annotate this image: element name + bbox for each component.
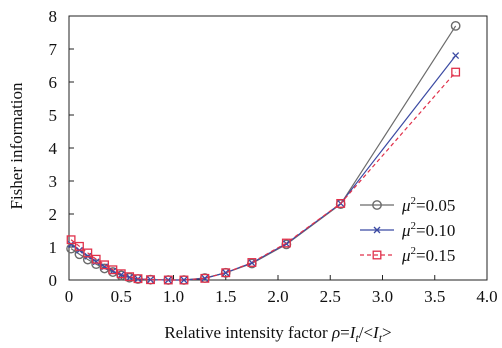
legend-item: μ2=0.05 <box>360 195 455 215</box>
y-tick-label: 2 <box>49 205 58 224</box>
data-point-stroke <box>147 276 154 284</box>
legend-label: μ2=0.10 <box>401 220 455 240</box>
data-point <box>451 67 461 77</box>
data-point <box>147 276 154 284</box>
data-point <box>75 241 84 251</box>
data-point <box>100 260 109 270</box>
data-point <box>201 274 209 282</box>
data-point <box>116 269 126 279</box>
data-point <box>146 275 155 285</box>
series-layer <box>66 21 461 285</box>
legend-item: μ2=0.10 <box>360 220 455 240</box>
data-point <box>66 235 76 245</box>
x-axis-label: Relative intensity factor ρ=It/<It> <box>164 323 391 345</box>
legend-label-value: =0.10 <box>416 221 455 240</box>
legend-label-mu: μ <box>401 196 411 215</box>
data-point <box>200 273 210 283</box>
series-1 <box>67 52 460 284</box>
legend-label-value: =0.05 <box>416 196 455 215</box>
legend-marker <box>372 200 382 210</box>
x-axis-label-eq: = <box>340 323 350 342</box>
x-axis-label-i1: I <box>349 323 357 342</box>
legend-label-sup: 2 <box>411 195 417 207</box>
x-tick-label: 0.5 <box>111 287 132 306</box>
legend-label: μ2=0.15 <box>401 245 455 265</box>
data-point-stroke <box>67 240 75 248</box>
data-point <box>91 254 101 264</box>
axes <box>68 15 488 281</box>
legend-marker-stroke <box>373 226 381 234</box>
legend-label-sup: 2 <box>411 220 417 232</box>
legend-label-sup: 2 <box>411 245 417 257</box>
data-point <box>163 275 173 285</box>
y-tick-label: 1 <box>49 238 58 257</box>
legend-item: μ2=0.15 <box>360 245 455 265</box>
y-tick-label: 3 <box>49 172 58 191</box>
data-point <box>336 198 346 208</box>
data-point <box>281 238 291 248</box>
legend-label-value: =0.15 <box>416 246 455 265</box>
legend-label-mu: μ <box>401 221 411 240</box>
data-point-stroke <box>201 274 209 282</box>
legend-label-mu: μ <box>401 246 411 265</box>
x-tick-label: 1.5 <box>215 287 236 306</box>
data-point <box>92 258 100 266</box>
data-point <box>222 269 230 277</box>
y-tick-label: 4 <box>49 139 58 158</box>
data-point-stroke <box>92 258 100 266</box>
series-line <box>70 25 457 281</box>
x-tick-label: 3.0 <box>372 287 393 306</box>
x-tick-label: 2.5 <box>320 287 341 306</box>
data-point-stroke <box>452 52 460 60</box>
data-point-stroke <box>117 271 125 279</box>
legend-marker <box>373 226 381 234</box>
y-tick-label: 8 <box>49 7 58 26</box>
x-axis-label-i2: I <box>372 323 380 342</box>
legend-label: μ2=0.05 <box>401 195 455 215</box>
plot-frame <box>68 15 488 281</box>
y-tick-label: 5 <box>49 106 58 125</box>
data-point <box>126 273 134 281</box>
data-point <box>83 248 93 258</box>
x-axis-label-sub1: t <box>355 331 359 345</box>
y-axis-label: Fisher information <box>7 82 26 210</box>
x-tick-label: 3.5 <box>424 287 445 306</box>
data-point <box>179 275 189 285</box>
x-axis-label-mid: /< <box>359 323 373 342</box>
series-line <box>70 71 457 281</box>
y-tick-label: 6 <box>49 73 58 92</box>
series-line <box>70 55 457 281</box>
x-tick-label: 1.0 <box>163 287 184 306</box>
series-0 <box>66 21 461 285</box>
data-point <box>450 21 461 31</box>
x-tick-label: 0 <box>65 287 74 306</box>
data-point <box>221 268 231 278</box>
data-point <box>180 276 188 284</box>
x-axis-label-prefix: Relative intensity factor <box>164 323 332 342</box>
data-point-stroke <box>126 273 134 281</box>
y-tick-label: 7 <box>49 40 58 59</box>
data-point <box>108 265 118 275</box>
data-point <box>247 258 257 267</box>
data-point-stroke <box>180 276 188 284</box>
y-tick-label: 0 <box>49 271 58 290</box>
data-point <box>67 240 75 248</box>
data-point-stroke <box>222 269 230 277</box>
x-axis-label-end: > <box>382 323 392 342</box>
x-axis-label-sub2: t <box>379 331 383 345</box>
legend-marker <box>372 250 382 260</box>
series-2 <box>66 67 461 285</box>
x-axis-label-rho: ρ <box>331 323 340 342</box>
ticks: 0 0.5 1.0 1.5 2.0 2.5 3.0 3.5 4.0 0 1 2 3 4 5 6 7 8 <box>49 7 498 306</box>
x-tick-label: 4.0 <box>476 287 497 306</box>
x-tick-label: 2.0 <box>267 287 288 306</box>
data-point <box>133 274 143 284</box>
data-point <box>452 52 460 60</box>
data-point <box>125 272 135 282</box>
